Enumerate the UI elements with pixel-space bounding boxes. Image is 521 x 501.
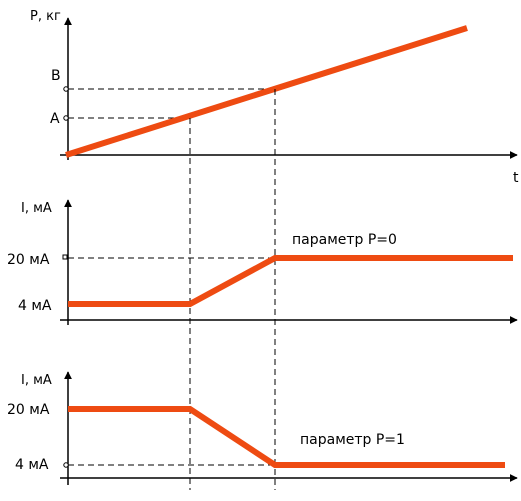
pressure-ramp-line [65,25,468,158]
top-plot: Р, кг t В А [30,9,519,186]
top-y-axis-label: Р, кг [30,9,61,24]
level-b-label: В [51,68,61,84]
bottom-tick-low-marker [63,462,69,468]
bottom-y-axis-label: I, мА [21,373,52,388]
level-b-tick [63,86,69,92]
middle-y-axis-label: I, мА [21,201,52,216]
level-a-label: А [50,111,60,127]
middle-tick-high-marker [62,254,68,260]
current-curve-p1 [68,406,505,468]
bottom-plot: I, мА 20 мА 4 мА параметр P=1 [7,371,518,485]
middle-plot: I, мА 20 мА 4 мА параметр P=0 [7,199,518,325]
current-curve-p0 [68,255,513,307]
middle-tick-low-label: 4 мА [18,298,52,314]
level-a-tick [63,115,69,121]
middle-tick-high-label: 20 мА [7,252,50,268]
bottom-tick-high-label: 20 мА [7,402,50,418]
middle-annotation: параметр P=0 [292,232,397,248]
bottom-tick-low-label: 4 мА [15,457,49,473]
bottom-annotation: параметр P=1 [300,432,405,448]
top-x-axis-label: t [513,170,519,186]
